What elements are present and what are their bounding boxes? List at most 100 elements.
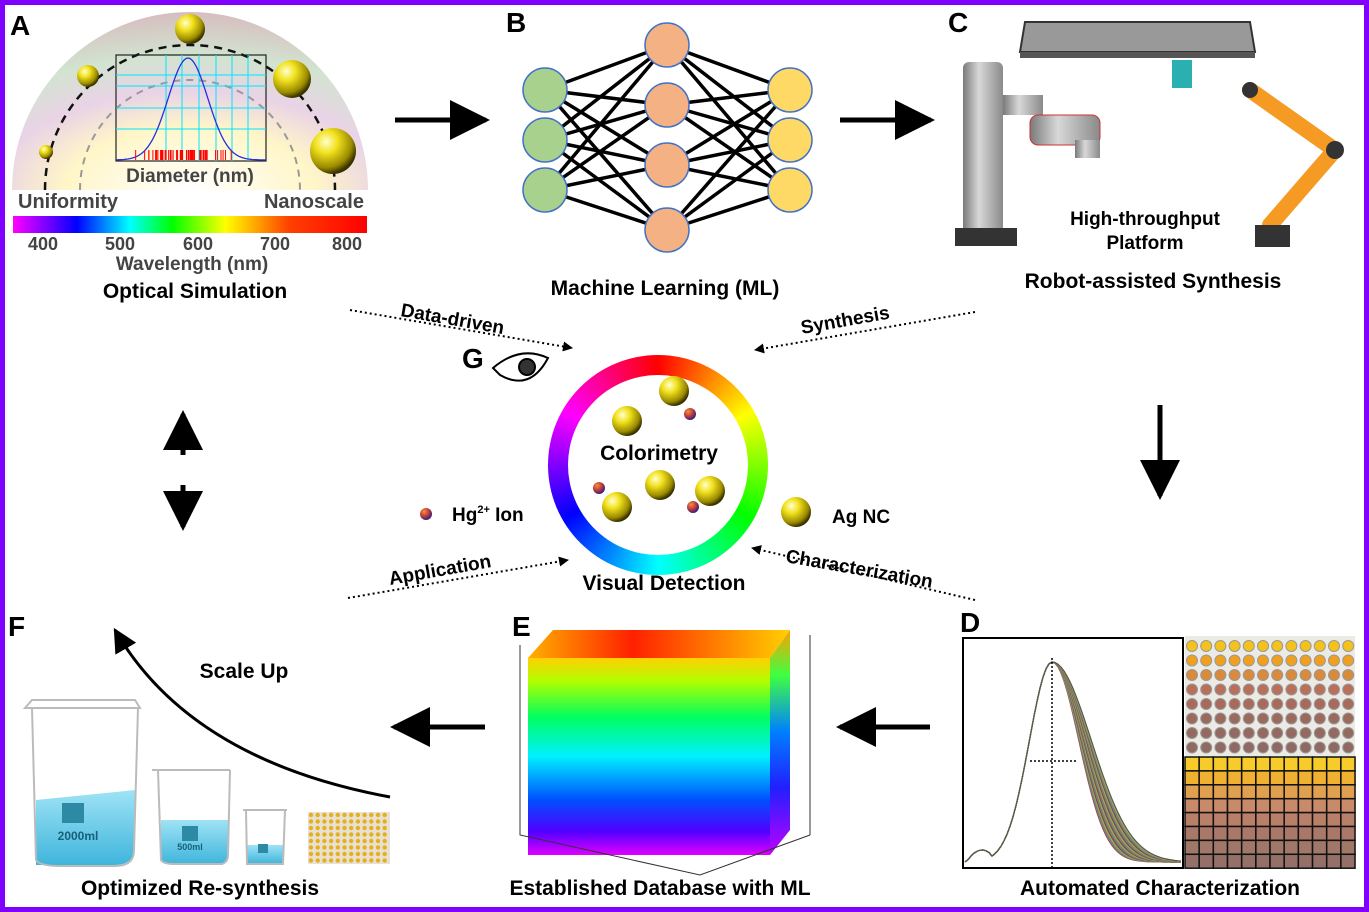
well (1215, 684, 1226, 695)
color-swatch (1327, 827, 1341, 841)
well (1215, 641, 1226, 652)
well (1286, 713, 1297, 724)
cube-top-face (528, 630, 790, 658)
link-label-data-driven: Data-driven (399, 300, 506, 339)
well (1286, 699, 1297, 710)
panel-b-neural-network: Machine Learning (ML) B (506, 7, 812, 300)
color-swatch (1270, 785, 1284, 799)
color-swatch (1298, 785, 1312, 799)
cube-side-face (770, 630, 790, 855)
color-swatch (1298, 757, 1312, 771)
well (1272, 641, 1283, 652)
inset-x-label: Diameter (nm) (126, 166, 254, 187)
color-swatch (1256, 827, 1270, 841)
color-swatch (1298, 827, 1312, 841)
well (1187, 641, 1198, 652)
well (1201, 641, 1212, 652)
nn-node (523, 118, 567, 162)
spectrum-tick: 600 (183, 234, 213, 254)
color-wheel-ring (548, 355, 768, 575)
panel-d-characterization: Automated Characterization D (960, 607, 1355, 900)
well (1187, 713, 1198, 724)
well (1258, 728, 1269, 739)
well (1329, 684, 1340, 695)
panel-c-title: Robot-assisted Synthesis (1025, 270, 1282, 293)
color-swatch (1228, 785, 1242, 799)
well (1314, 728, 1325, 739)
color-swatch (1213, 785, 1227, 799)
robotic-arm (1242, 82, 1344, 247)
well (1243, 713, 1254, 724)
color-swatch (1228, 827, 1242, 841)
color-swatch (1228, 840, 1242, 854)
color-swatch (1213, 854, 1227, 868)
well (1243, 670, 1254, 681)
well (1343, 641, 1354, 652)
color-swatch (1313, 757, 1327, 771)
color-swatch (1242, 757, 1256, 771)
color-swatch (1256, 757, 1270, 771)
well (1343, 699, 1354, 710)
spectrum-tick: 700 (260, 234, 290, 254)
well (1286, 684, 1297, 695)
color-swatch (1284, 813, 1298, 827)
color-swatch (1284, 757, 1298, 771)
color-swatch (1199, 799, 1213, 813)
color-swatch (1199, 854, 1213, 868)
color-swatch (1270, 799, 1284, 813)
well (1300, 641, 1311, 652)
well (1343, 670, 1354, 681)
color-swatch (1199, 757, 1213, 771)
panel-c-robot-platform: High-throughput Platform Robot-assisted … (948, 7, 1344, 293)
well (1329, 699, 1340, 710)
color-swatch (1228, 799, 1242, 813)
color-swatch (1213, 799, 1227, 813)
color-swatch (1327, 799, 1341, 813)
well (1314, 742, 1325, 753)
well (1272, 713, 1283, 724)
well (1187, 728, 1198, 739)
color-swatch (1341, 771, 1355, 785)
color-swatch (1313, 771, 1327, 785)
color-swatch (1284, 771, 1298, 785)
well (1329, 713, 1340, 724)
well (1215, 655, 1226, 666)
color-swatch (1327, 854, 1341, 868)
nn-node (645, 83, 689, 127)
panel-d-title: Automated Characterization (1020, 877, 1300, 900)
well (1258, 641, 1269, 652)
panel-letter-f: F (8, 611, 25, 642)
panel-f-resynthesis: Scale Up 2000ml 500ml Optimized Re-synth… (8, 611, 390, 900)
well (1329, 728, 1340, 739)
well (1258, 670, 1269, 681)
nn-node (645, 143, 689, 187)
beaker-label: 2000ml (58, 829, 99, 843)
panel-letter-b: B (506, 7, 526, 38)
panel-e-database-cube: Established Database with ML E (509, 611, 810, 900)
well (1314, 670, 1325, 681)
color-swatch (1313, 785, 1327, 799)
color-swatch (1341, 813, 1355, 827)
color-swatch (1270, 840, 1284, 854)
well (1187, 670, 1198, 681)
spectrum-tick: 500 (105, 234, 135, 254)
color-swatch (1298, 771, 1312, 785)
well (1272, 728, 1283, 739)
color-swatch (1242, 827, 1256, 841)
well (1329, 655, 1340, 666)
well-plate-photo (1185, 636, 1355, 756)
well (1201, 670, 1212, 681)
color-swatch (1185, 799, 1199, 813)
link-label-characterization: Characterization (784, 546, 934, 593)
color-swatch (1341, 799, 1355, 813)
well (1272, 670, 1283, 681)
panel-b-title: Machine Learning (ML) (551, 277, 780, 300)
well (1300, 670, 1311, 681)
cube-front-face (528, 658, 770, 855)
well (1201, 742, 1212, 753)
uniformity-label: Uniformity (18, 191, 119, 213)
panel-a-optical-simulation: Diameter (nm) Uniformity Nanoscale 400 5… (10, 10, 368, 303)
color-swatch (1185, 785, 1199, 799)
well (1300, 713, 1311, 724)
well (1272, 742, 1283, 753)
